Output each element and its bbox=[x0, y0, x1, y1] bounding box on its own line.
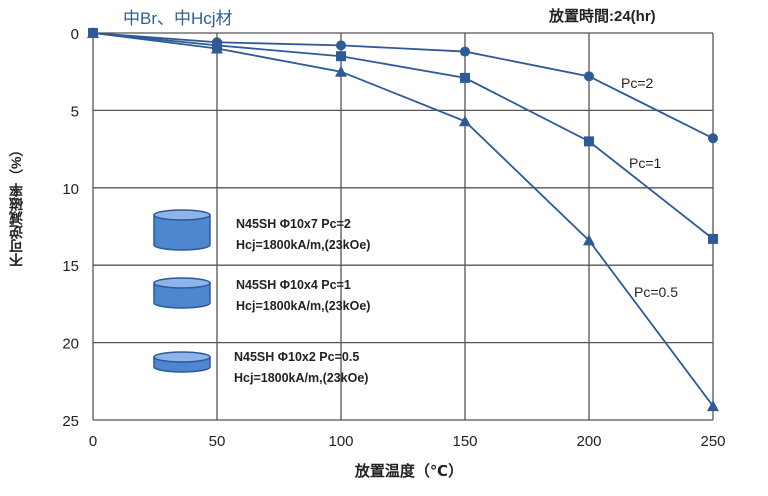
tall-cylinder-icon bbox=[153, 209, 211, 251]
medium-cylinder-icon bbox=[153, 277, 211, 309]
legend-entry-line1: N45SH Φ10x2 Pc=0.5 bbox=[234, 350, 360, 364]
circle-marker-icon bbox=[708, 133, 718, 144]
legend-entry-line2: Hcj=1800kA/m,(23kOe) bbox=[234, 371, 369, 385]
circle-marker-icon bbox=[460, 46, 470, 57]
triangle-marker-icon bbox=[87, 27, 99, 38]
triangle-marker-icon bbox=[459, 115, 471, 127]
chart-title: 中Br、中Hcj材 bbox=[123, 9, 233, 28]
square-marker-icon bbox=[584, 136, 594, 147]
circle-marker-icon bbox=[336, 40, 346, 51]
legend-entry-line1: N45SH Φ10x4 Pc=1 bbox=[236, 278, 351, 292]
y-tick-label: 0 bbox=[71, 26, 79, 43]
curve-label-pc05: Pc=0.5 bbox=[634, 284, 678, 300]
x-tick-label: 200 bbox=[576, 433, 601, 450]
triangle-marker-icon bbox=[707, 400, 719, 412]
legend-entry-line2: Hcj=1800kA/m,(23kOe) bbox=[236, 238, 371, 252]
y-tick-label: 5 bbox=[71, 103, 79, 120]
legend-entry-pc1: N45SH Φ10x4 Pc=1 Hcj=1800kA/m,(23kOe) bbox=[236, 275, 370, 317]
series-line-triangle bbox=[92, 32, 714, 407]
square-marker-icon bbox=[460, 72, 470, 83]
x-tick-label: 250 bbox=[700, 433, 725, 450]
x-tick-label: 100 bbox=[328, 433, 353, 450]
triangle-marker-icon bbox=[211, 42, 223, 54]
legend-entry-pc05: N45SH Φ10x2 Pc=0.5 Hcj=1800kA/m,(23kOe) bbox=[234, 347, 368, 389]
y-tick-label: 25 bbox=[62, 413, 79, 430]
series-line-circle bbox=[92, 32, 714, 140]
curve-label-pc2: Pc=2 bbox=[621, 75, 654, 91]
y-tick-label: 20 bbox=[62, 336, 79, 353]
series-line-square bbox=[92, 32, 714, 240]
x-tick-label: 0 bbox=[89, 433, 97, 450]
x-axis-label: 放置温度（℃） bbox=[354, 463, 464, 480]
triangle-marker-icon bbox=[335, 65, 347, 77]
legend-entry-line1: N45SH Φ10x7 Pc=2 bbox=[236, 217, 351, 231]
square-marker-icon bbox=[708, 233, 718, 244]
x-tick-label: 150 bbox=[452, 433, 477, 450]
flat-cylinder-icon bbox=[153, 351, 211, 373]
x-tick-label: 50 bbox=[209, 433, 226, 450]
y-tick-label: 10 bbox=[62, 181, 79, 198]
y-axis-label: 不可逆減磁率（%） bbox=[8, 142, 24, 268]
circle-marker-icon bbox=[584, 71, 594, 82]
legend-entry-line2: Hcj=1800kA/m,(23kOe) bbox=[236, 299, 371, 313]
triangle-marker-icon bbox=[583, 234, 595, 246]
chart-subtitle-holding-time: 放置時間:24(hr) bbox=[549, 8, 656, 25]
legend-entry-pc2: N45SH Φ10x7 Pc=2 Hcj=1800kA/m,(23kOe) bbox=[236, 214, 370, 256]
y-tick-label: 15 bbox=[62, 258, 79, 275]
curve-label-pc1: Pc=1 bbox=[629, 155, 662, 171]
square-marker-icon bbox=[336, 51, 346, 62]
